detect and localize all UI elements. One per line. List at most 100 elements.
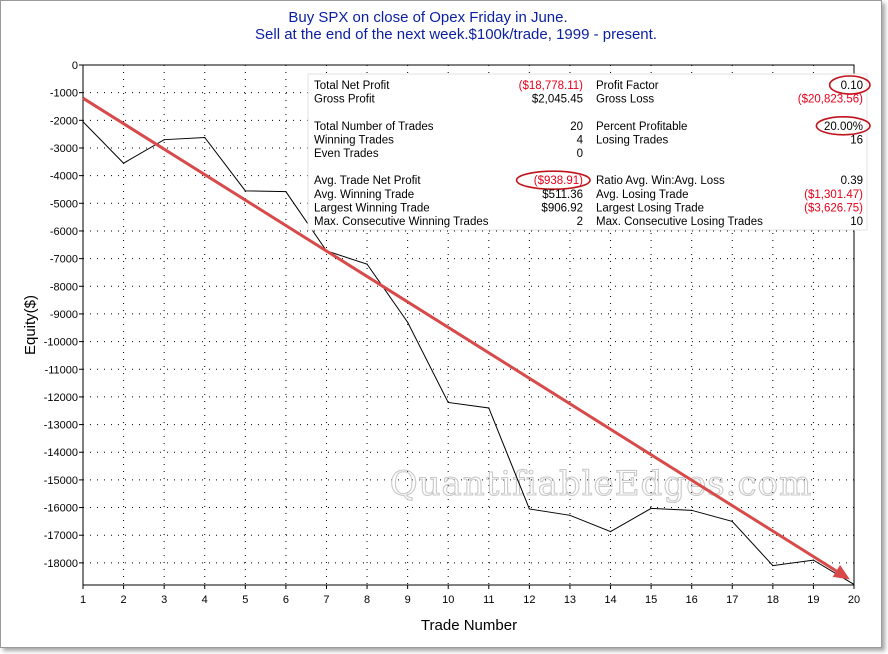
equity-point [204,136,206,139]
x-tick-label: 12 [523,594,535,606]
chart-title-line-2: Sell at the end of the next week.$100k/t… [255,26,657,43]
x-tick-label: 13 [564,594,576,606]
y-tick-label: -16000 [44,503,78,515]
y-tick-label: -13000 [44,420,78,432]
equity-point [609,531,612,533]
stat-value: 4 [577,134,584,146]
x-tick-label: 15 [645,594,657,606]
equity-series [82,121,855,586]
equity-point [407,321,409,323]
stat-label: Avg. Winning Trade [314,189,414,201]
stat-value: $2,045.45 [532,94,583,106]
stat-value: 0.39 [841,175,863,187]
x-tick-label: 17 [726,594,738,606]
y-tick-label: -9000 [50,309,78,321]
stat-label: Avg. Losing Trade [596,189,689,201]
stat-value: 10 [850,216,863,228]
stat-label: Total Net Profit [314,80,390,92]
x-tick-label: 1 [80,594,86,606]
stat-value: 16 [850,134,863,146]
equity-point [366,263,368,265]
y-tick-label: -1000 [50,88,78,100]
stat-label: Largest Winning Trade [314,202,430,214]
y-tick-label: -6000 [50,226,78,238]
equity-point [285,191,287,193]
stat-label: Max. Consecutive Winning Trades [314,216,489,228]
y-tick-label: -12000 [44,392,78,404]
stat-label: Max. Consecutive Losing Trades [596,216,763,228]
stat-label: Total Number of Trades [314,121,434,133]
equity-point [528,508,530,510]
chart-title-line-1: Buy SPX on close of Opex Friday in June. [288,9,567,26]
equity-point [569,514,571,516]
stat-value: 2 [577,216,583,228]
stat-label: Even Trades [314,148,379,160]
x-tick-label: 16 [686,594,698,606]
y-tick-label: -5000 [50,198,78,210]
stat-label: Avg. Trade Net Profit [314,175,421,187]
equity-line [82,121,855,585]
y-axis-ticks: 0 -1000 -2000 -3000 -4000 -5000 -6000 -7000 -800… [44,60,83,570]
equity-point [244,190,246,192]
stat-label: Percent Profitable [596,121,687,133]
equity-point [731,520,733,522]
equity-point [488,407,490,409]
x-tick-label: 6 [283,594,289,606]
equity-point [122,162,125,164]
stat-value: 0.10 [841,80,863,92]
x-tick-label: 7 [323,594,329,606]
stat-value: ($18,778.11) [519,80,584,92]
y-tick-label: -7000 [50,254,78,266]
stat-value: $906.92 [541,202,583,214]
y-tick-label: -17000 [44,530,78,542]
equity-point [691,509,693,511]
stat-label: Gross Profit [314,94,376,106]
stat-label: Winning Trades [314,134,394,146]
x-tick-label: 8 [364,594,370,606]
performance-stats-box: Total Net Profit ($18,778.11) Profit Facto… [307,73,871,231]
stat-value: ($1,301.47) [804,189,863,201]
watermark-text: QuantifiableEdges.com [390,464,812,504]
y-tick-label: -18000 [44,558,78,570]
stats-box-background [307,73,868,231]
y-tick-label: -14000 [44,447,78,459]
stat-value: 20.00% [824,121,863,133]
equity-point [82,121,84,123]
x-tick-label: 9 [405,594,411,606]
equity-point [853,583,855,586]
y-tick-label: 0 [72,60,78,72]
equity-point [447,401,449,404]
stat-label: Ratio Avg. Win:Avg. Loss [596,175,725,187]
y-tick-label: -11000 [45,364,78,376]
y-tick-label: -2000 [50,115,78,127]
x-axis-ticks: 1 2 3 4 5 6 7 8 9 10 11 12 13 14 15 16 17 18 19 20 [80,585,860,606]
chart-title: Buy SPX on close of Opex Friday in June.… [255,9,657,43]
y-tick-label: -10000 [44,337,78,349]
stat-label: Losing Trades [596,134,668,146]
equity-point [812,559,815,561]
x-tick-label: 20 [848,594,860,606]
y-tick-label: -15000 [44,475,78,487]
highlight-ellipse [828,75,871,95]
y-tick-label: -3000 [50,143,78,155]
highlight-ellipse [815,116,871,136]
equity-point [163,139,165,141]
x-tick-label: 2 [121,594,127,606]
x-axis-title: Trade Number [421,617,517,634]
y-tick-label: -4000 [50,171,78,183]
x-tick-label: 5 [242,594,248,606]
stat-value: ($3,626.75) [804,202,863,214]
stat-value: $511.36 [542,189,583,201]
stat-value: ($20,823.56) [798,94,863,106]
y-tick-label: -8000 [50,281,78,293]
highlight-ellipse [515,170,591,190]
trend-arrow-shaft [82,96,838,573]
x-tick-label: 18 [767,594,779,606]
stat-label: Largest Losing Trade [596,202,704,214]
x-tick-label: 19 [807,594,819,606]
stat-value: ($938.91) [534,175,583,187]
trend-arrow-head [832,565,850,580]
equity-point [772,565,774,567]
x-tick-label: 11 [483,594,494,606]
